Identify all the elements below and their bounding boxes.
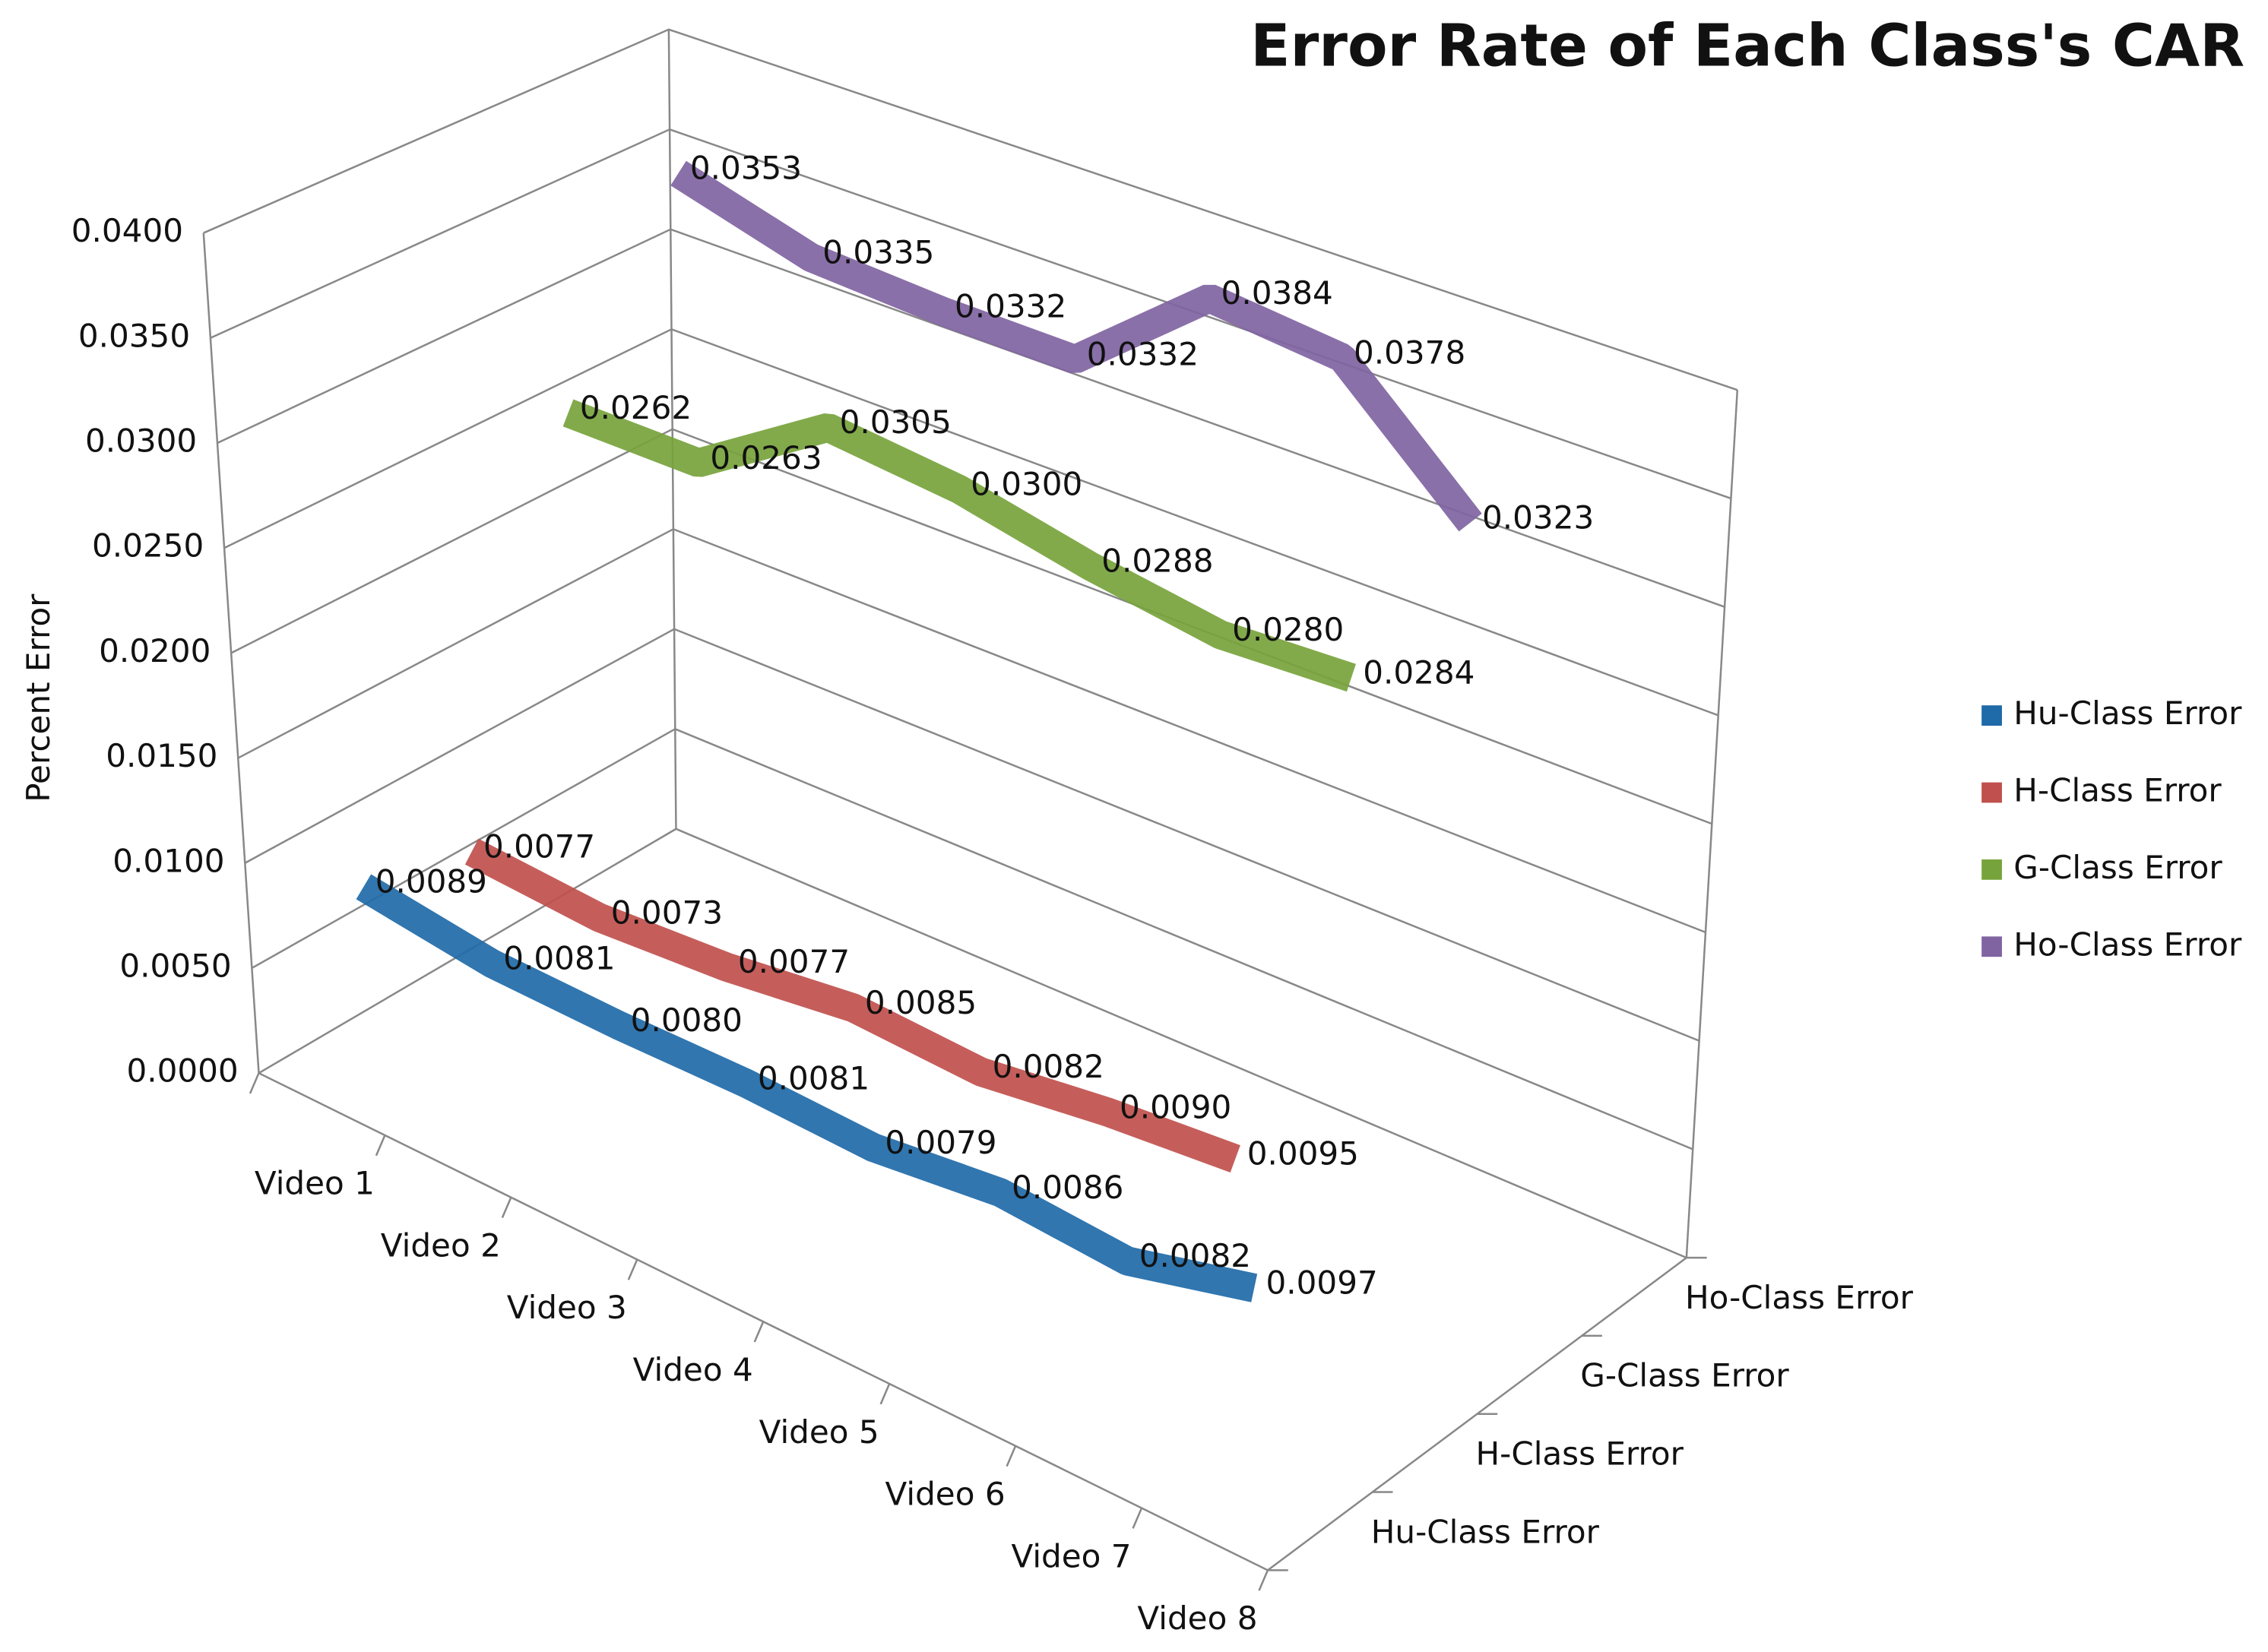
legend-label: Hu-Class Error [2013,695,2242,732]
data-label: 0.0095 [1247,1135,1359,1173]
data-label: 0.0086 [1012,1169,1123,1206]
grid-line [244,628,1700,1042]
x-tick [879,1383,891,1405]
data-label: 0.0323 [1482,498,1594,536]
depth-tick-label: Hu-Class Error [1371,1513,1600,1550]
data-label: 0.0353 [690,150,802,187]
y-tick-label: 0.0050 [119,947,231,984]
x-tick-label: Video 4 [633,1351,753,1388]
x-tick-label: Video 6 [885,1476,1006,1513]
legend-label: G-Class Error [2013,849,2222,886]
x-tick [627,1259,638,1280]
legend-swatch [1981,936,2002,957]
data-label: 0.0073 [611,894,723,931]
data-label: 0.0085 [865,984,977,1021]
x-tick-label: Video 7 [1011,1537,1131,1574]
y-axis-line [202,233,260,1074]
x-tick-label: Video 2 [381,1226,501,1264]
data-label: 0.0080 [631,1002,743,1039]
data-label: 0.0384 [1221,274,1333,312]
data-label: 0.0090 [1120,1088,1231,1125]
data-label: 0.0335 [822,233,934,271]
y-tick-label: 0.0000 [126,1052,238,1090]
series-ribbon [464,838,1240,1173]
data-label: 0.0332 [1087,336,1199,373]
y-tick-label: 0.0300 [85,422,197,459]
x-tick-label: Video 3 [507,1289,627,1326]
depth-tick-label: G-Class Error [1580,1357,1789,1394]
data-label: 0.0378 [1354,334,1465,371]
x-axis-line [258,1072,1269,1571]
legend-swatch [1981,859,2002,880]
y-tick-label: 0.0250 [92,527,204,565]
y-axis-title: Percent Error [20,593,57,802]
data-label: 0.0077 [738,943,850,980]
data-label: 0.0081 [758,1059,870,1097]
data-label: 0.0280 [1232,611,1344,648]
legend-swatch [1981,782,2002,803]
data-label: 0.0082 [1139,1237,1251,1274]
data-label: 0.0079 [885,1124,996,1161]
x-tick [501,1197,512,1218]
x-tick [375,1135,386,1157]
y-tick-label: 0.0150 [106,737,217,774]
depth-tick-label: Ho-Class Error [1685,1279,1914,1316]
x-tick [249,1072,260,1094]
series-ribbon [562,399,1356,692]
x-tick [1132,1508,1143,1529]
series-ribbon [356,874,1258,1302]
data-label: 0.0077 [483,828,595,865]
data-label: 0.0082 [993,1048,1104,1085]
data-label: 0.0097 [1266,1264,1378,1302]
y-tick-label: 0.0200 [99,632,211,669]
data-label: 0.0262 [580,389,692,426]
back-wall-edge [1685,390,1739,1258]
x-tick [1006,1445,1017,1467]
data-label: 0.0263 [710,439,822,476]
data-label: 0.0305 [840,404,952,441]
depth-tick-label: H-Class Error [1476,1435,1684,1472]
data-label: 0.0300 [971,466,1082,503]
x-tick-label: Video 5 [759,1413,879,1451]
legend-swatch [1981,705,2002,726]
x-tick-label: Video 8 [1137,1600,1257,1637]
x-tick [753,1321,765,1343]
data-label: 0.0284 [1363,654,1475,691]
chart-title: Error Rate of Each Class's CAR [1250,13,2244,81]
legend-label: Ho-Class Error [2013,926,2242,963]
back-wall-edge [667,29,677,829]
y-tick-label: 0.0350 [78,317,190,354]
x-tick [1258,1569,1269,1591]
data-label: 0.0332 [955,288,1066,325]
data-label: 0.0081 [503,940,615,977]
y-tick-label: 0.0400 [71,212,183,249]
data-label: 0.0288 [1101,543,1213,580]
y-tick-label: 0.0100 [112,842,224,879]
legend-label: H-Class Error [2013,772,2222,809]
x-tick-label: Video 1 [255,1165,375,1202]
series-ribbon [670,160,1482,532]
data-label: 0.0089 [375,863,487,900]
